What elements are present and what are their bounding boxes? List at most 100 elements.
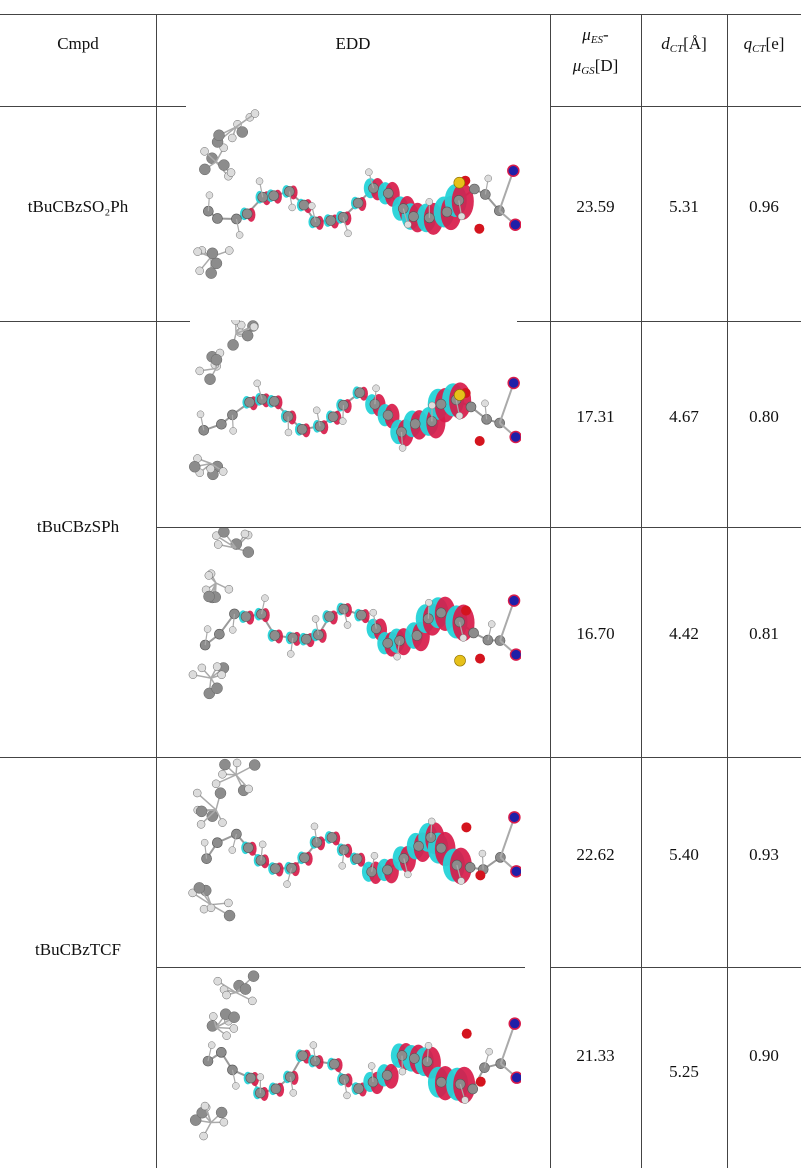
atom	[188, 670, 198, 679]
compound-name-text: tBuCBzSPh	[36, 517, 120, 536]
atom	[370, 851, 379, 860]
atom	[435, 607, 447, 619]
bond	[498, 170, 515, 212]
dct-symbol: d	[661, 34, 670, 53]
atom	[215, 1106, 228, 1119]
mu-es-symbol: μ	[582, 25, 591, 44]
atom	[351, 853, 363, 865]
mu-es-subscript: ES	[590, 34, 604, 46]
edd-molecule-image	[186, 968, 521, 1158]
rule-row1	[517, 321, 801, 322]
atom	[228, 133, 237, 143]
atom	[204, 373, 216, 385]
atom	[409, 1053, 420, 1064]
header-edd: EDD	[156, 34, 550, 54]
mu-dash: -	[603, 25, 609, 44]
atom	[209, 1012, 218, 1021]
atom	[270, 1083, 282, 1095]
atom-oxygen	[475, 1076, 486, 1087]
qct-value: 0.96	[727, 197, 801, 217]
atom	[270, 863, 281, 874]
atom	[219, 1117, 229, 1127]
edd-molecule-image	[186, 528, 521, 710]
atom-nitrogen	[509, 648, 521, 661]
atom	[228, 846, 237, 854]
atom	[210, 257, 223, 270]
atom	[210, 353, 223, 366]
atom	[356, 609, 367, 621]
dct-value-text: 5.31	[669, 197, 699, 216]
edd-isosurface-icon	[188, 758, 521, 922]
col-rule-1	[156, 14, 157, 1168]
atom	[308, 202, 316, 210]
atom	[215, 1047, 227, 1058]
col-rule-3	[641, 14, 642, 1168]
atom	[249, 322, 259, 332]
atom	[382, 409, 394, 421]
atom	[217, 670, 226, 680]
edd-molecule-image	[186, 108, 521, 288]
atom	[435, 398, 447, 410]
atom	[268, 190, 280, 202]
header-dct: dCT[Å]	[641, 34, 727, 55]
atom	[236, 126, 249, 138]
atom	[393, 652, 401, 661]
atom	[480, 189, 491, 200]
atom	[253, 379, 261, 388]
atom-oxygen	[474, 223, 485, 234]
atom	[344, 229, 352, 238]
compound-name: tBuCBzSO₂Ph	[0, 197, 156, 217]
atom	[398, 444, 407, 452]
atom	[222, 990, 231, 1000]
dct-value-text: 4.67	[669, 407, 699, 426]
atom	[228, 626, 237, 634]
atom	[213, 540, 223, 549]
atom	[464, 862, 476, 873]
atom	[468, 627, 479, 639]
atom	[240, 611, 252, 622]
atom	[200, 147, 209, 156]
mu-gs-subscript: GS	[581, 65, 595, 77]
atom	[211, 779, 221, 789]
qct-value-text: 0.90	[749, 1046, 779, 1065]
col-rule-4	[727, 14, 728, 1168]
atom	[218, 159, 230, 171]
atom	[338, 862, 346, 870]
atom	[484, 174, 493, 183]
atom	[239, 983, 252, 995]
atom	[435, 1076, 447, 1088]
dct-value: 4.67	[641, 407, 727, 427]
atom	[409, 418, 421, 430]
compound-name: tBuCBzSPh	[0, 517, 156, 537]
atom	[372, 384, 380, 393]
rule-row3a	[550, 967, 801, 968]
atom	[461, 1096, 469, 1104]
header-mu-line1: μES-	[582, 22, 608, 53]
atom	[459, 634, 468, 642]
rule-row2a	[156, 527, 801, 528]
compound-name: tBuCBzTCF	[0, 940, 156, 960]
atom	[478, 849, 487, 858]
edd-molecule-image	[186, 320, 521, 490]
atom	[206, 247, 219, 260]
atom-oxygen	[475, 870, 486, 881]
atom	[286, 650, 295, 658]
atom	[383, 188, 394, 199]
atom	[199, 1131, 208, 1141]
atom	[211, 682, 223, 695]
atom	[219, 758, 231, 771]
atom	[329, 1058, 340, 1070]
atom	[200, 838, 209, 847]
edd-molecule-image	[186, 758, 521, 934]
atom	[398, 853, 410, 864]
atom-nitrogen	[509, 430, 521, 444]
atom	[241, 329, 254, 342]
atom	[268, 396, 280, 407]
atom	[248, 759, 261, 771]
dct-value-text: 4.42	[669, 624, 699, 643]
mu-value-text: 23.59	[576, 197, 615, 216]
atom	[231, 213, 242, 225]
atom	[365, 168, 373, 176]
atom	[455, 412, 464, 420]
